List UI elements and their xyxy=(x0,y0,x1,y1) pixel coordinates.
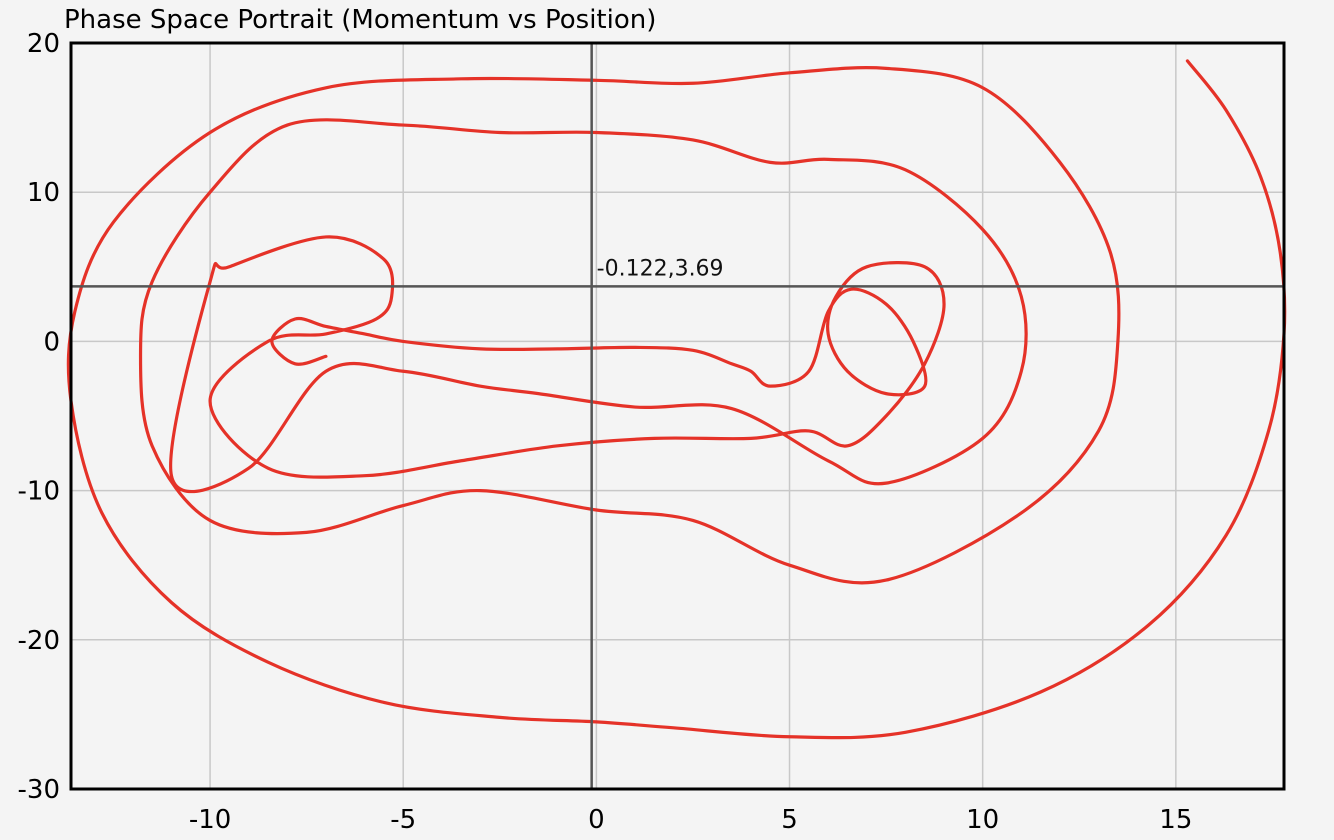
y-tick-label: 10 xyxy=(27,178,60,208)
x-tick-label: 5 xyxy=(781,805,798,835)
series-layer xyxy=(66,59,1287,740)
x-tick-label: -5 xyxy=(390,805,416,835)
grid-lines xyxy=(71,42,1284,790)
x-tick-label: 10 xyxy=(966,805,999,835)
crosshair: -0.122,3.69 xyxy=(71,43,1284,789)
crosshair-label: -0.122,3.69 xyxy=(597,256,724,281)
y-tick-label: -20 xyxy=(18,626,60,656)
chart-title: Phase Space Portrait (Momentum vs Positi… xyxy=(64,5,656,35)
x-tick-label: -10 xyxy=(189,805,231,835)
y-tick-label: -10 xyxy=(18,477,60,507)
plot-frame xyxy=(69,41,1286,791)
y-tick-label: 20 xyxy=(27,29,60,59)
y-tick-label: 0 xyxy=(43,327,60,357)
y-tick-label: -30 xyxy=(18,775,60,805)
x-tick-label: 15 xyxy=(1159,805,1192,835)
x-tick-label: 0 xyxy=(588,805,605,835)
series-line xyxy=(66,59,1287,740)
tick-labels: -10 -5 0 5 10 15 -30 -20 -10 0 10 20 xyxy=(18,29,1193,835)
plot-background xyxy=(71,43,1284,789)
